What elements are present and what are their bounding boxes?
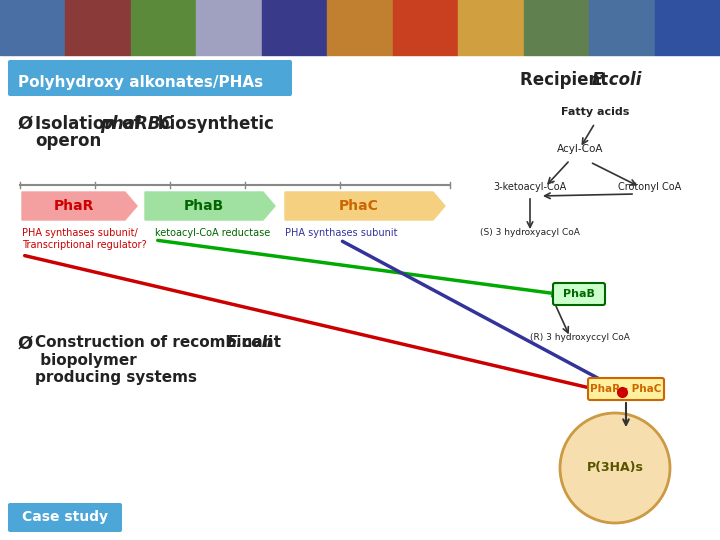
Text: 3-ketoacyl-CoA: 3-ketoacyl-CoA (493, 182, 567, 192)
Polygon shape (285, 192, 445, 220)
Text: Recipient: Recipient (520, 71, 614, 89)
Text: biopolymer: biopolymer (35, 353, 137, 368)
Bar (0, 0, 66, 55)
Circle shape (560, 413, 670, 523)
Bar (66, 0, 131, 55)
Polygon shape (22, 192, 137, 220)
Text: (R) 3 hydroxyccyl CoA: (R) 3 hydroxyccyl CoA (530, 333, 630, 342)
Text: operon: operon (35, 132, 102, 150)
Text: Case study: Case study (22, 510, 108, 524)
Text: Polyhydroxy alkonates/PHAs: Polyhydroxy alkonates/PHAs (18, 75, 263, 90)
Text: PHA synthases subunit/
Transcriptional regulator?: PHA synthases subunit/ Transcriptional r… (22, 228, 147, 249)
Text: biosynthetic: biosynthetic (152, 115, 274, 133)
FancyBboxPatch shape (553, 283, 605, 305)
Text: producing systems: producing systems (35, 370, 197, 385)
Text: Construction of recombinant: Construction of recombinant (35, 335, 287, 350)
FancyBboxPatch shape (588, 378, 664, 400)
Bar (654, 0, 720, 55)
Text: Fatty acids: Fatty acids (561, 107, 629, 117)
Text: Acyl-CoA: Acyl-CoA (557, 144, 603, 154)
Text: Isolation of: Isolation of (35, 115, 146, 133)
Bar (523, 0, 589, 55)
Polygon shape (145, 192, 275, 220)
Bar (197, 0, 262, 55)
Bar (392, 0, 458, 55)
Text: PhaB: PhaB (184, 199, 224, 213)
Bar (131, 0, 197, 55)
Bar (458, 0, 523, 55)
Text: ketoacyl-CoA reductase: ketoacyl-CoA reductase (155, 228, 270, 238)
Text: (S) 3 hydroxyacyl CoA: (S) 3 hydroxyacyl CoA (480, 228, 580, 237)
Text: Ø: Ø (18, 335, 33, 353)
Text: Crotonyl CoA: Crotonyl CoA (618, 182, 682, 192)
Bar (0, 55, 720, 540)
Bar (328, 0, 392, 55)
Bar (262, 0, 328, 55)
Text: PHA synthases subunit: PHA synthases subunit (285, 228, 397, 238)
Text: P(3HA)s: P(3HA)s (587, 462, 644, 475)
Text: PhaR - PhaC: PhaR - PhaC (590, 384, 662, 394)
Text: E.coli: E.coli (592, 71, 642, 89)
Text: PhaB: PhaB (563, 289, 595, 299)
Text: PhaR: PhaR (53, 199, 94, 213)
Text: PhaC: PhaC (339, 199, 379, 213)
FancyBboxPatch shape (8, 60, 292, 96)
Bar (589, 0, 654, 55)
Text: E.coli: E.coli (227, 335, 273, 350)
Text: Ø: Ø (18, 115, 33, 133)
FancyBboxPatch shape (8, 503, 122, 532)
Text: phaRBC: phaRBC (100, 115, 173, 133)
